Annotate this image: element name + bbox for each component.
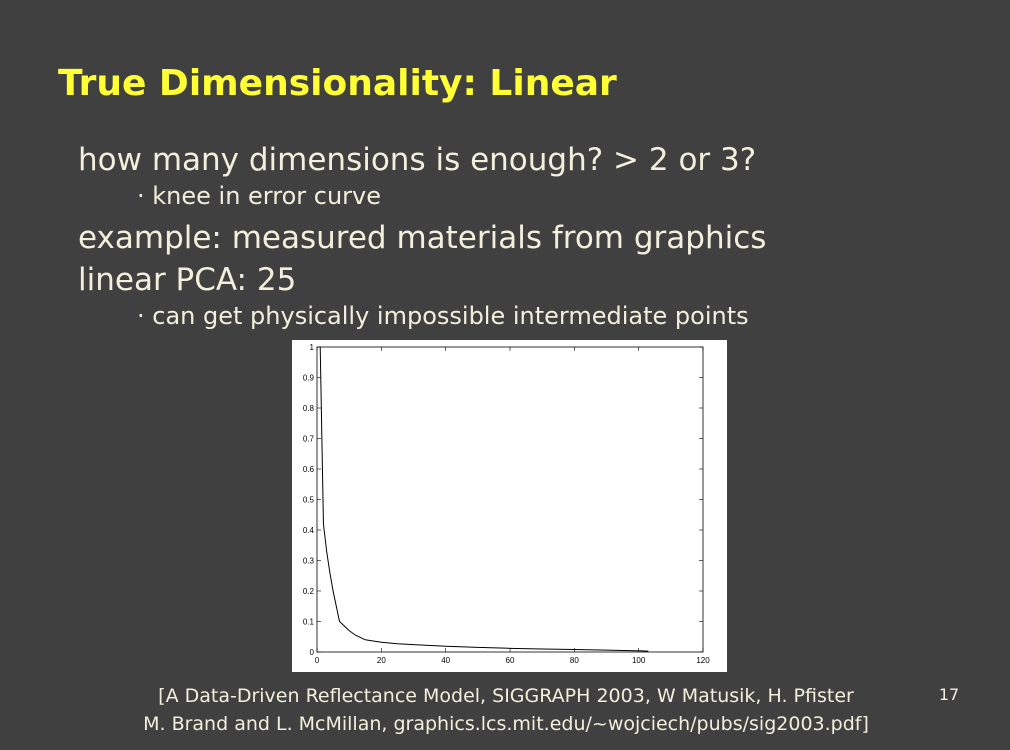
y-tick-label: 1 [310, 343, 315, 352]
citation: [A Data-Driven Reflectance Model, SIGGRA… [158, 685, 854, 707]
y-tick-label: 0.8 [303, 404, 315, 413]
bullet: linear PCA: 25 [78, 262, 296, 298]
x-tick-label: 0 [315, 656, 320, 665]
x-tick-label: 80 [570, 656, 579, 665]
citation: M. Brand and L. McMillan, graphics.lcs.m… [143, 713, 869, 735]
plot-background [292, 340, 727, 672]
sub-bullet: · knee in error curve [137, 182, 381, 210]
x-tick-label: 20 [377, 656, 386, 665]
y-tick-label: 0.3 [303, 557, 315, 566]
x-tick-label: 60 [506, 656, 515, 665]
page-number: 17 [939, 685, 959, 704]
x-tick-label: 100 [632, 656, 646, 665]
x-tick-label: 120 [696, 656, 710, 665]
bullet: how many dimensions is enough? > 2 or 3? [78, 142, 756, 178]
bullet: example: measured materials from graphic… [78, 220, 766, 256]
y-tick-label: 0.2 [303, 587, 315, 596]
y-tick-label: 0.4 [303, 526, 315, 535]
plot: 0 0.1 0.2 0.3 0.4 0.5 0.6 0.7 0.8 0.9 1 0 20 40 60 80 10… [303, 343, 710, 665]
y-tick-label: 0.9 [303, 374, 315, 383]
y-tick-label: 0.6 [303, 465, 315, 474]
y-tick-label: 0.1 [303, 618, 315, 627]
sub-bullet: · can get physically impossible intermed… [137, 302, 749, 330]
y-tick-label: 0 [310, 648, 315, 657]
y-tick-label: 0.7 [303, 435, 315, 444]
y-tick-label: 0.5 [303, 496, 315, 505]
error-curve [319, 346, 649, 652]
slide-title: True Dimensionality: Linear [58, 63, 617, 104]
x-tick-label: 40 [441, 656, 450, 665]
